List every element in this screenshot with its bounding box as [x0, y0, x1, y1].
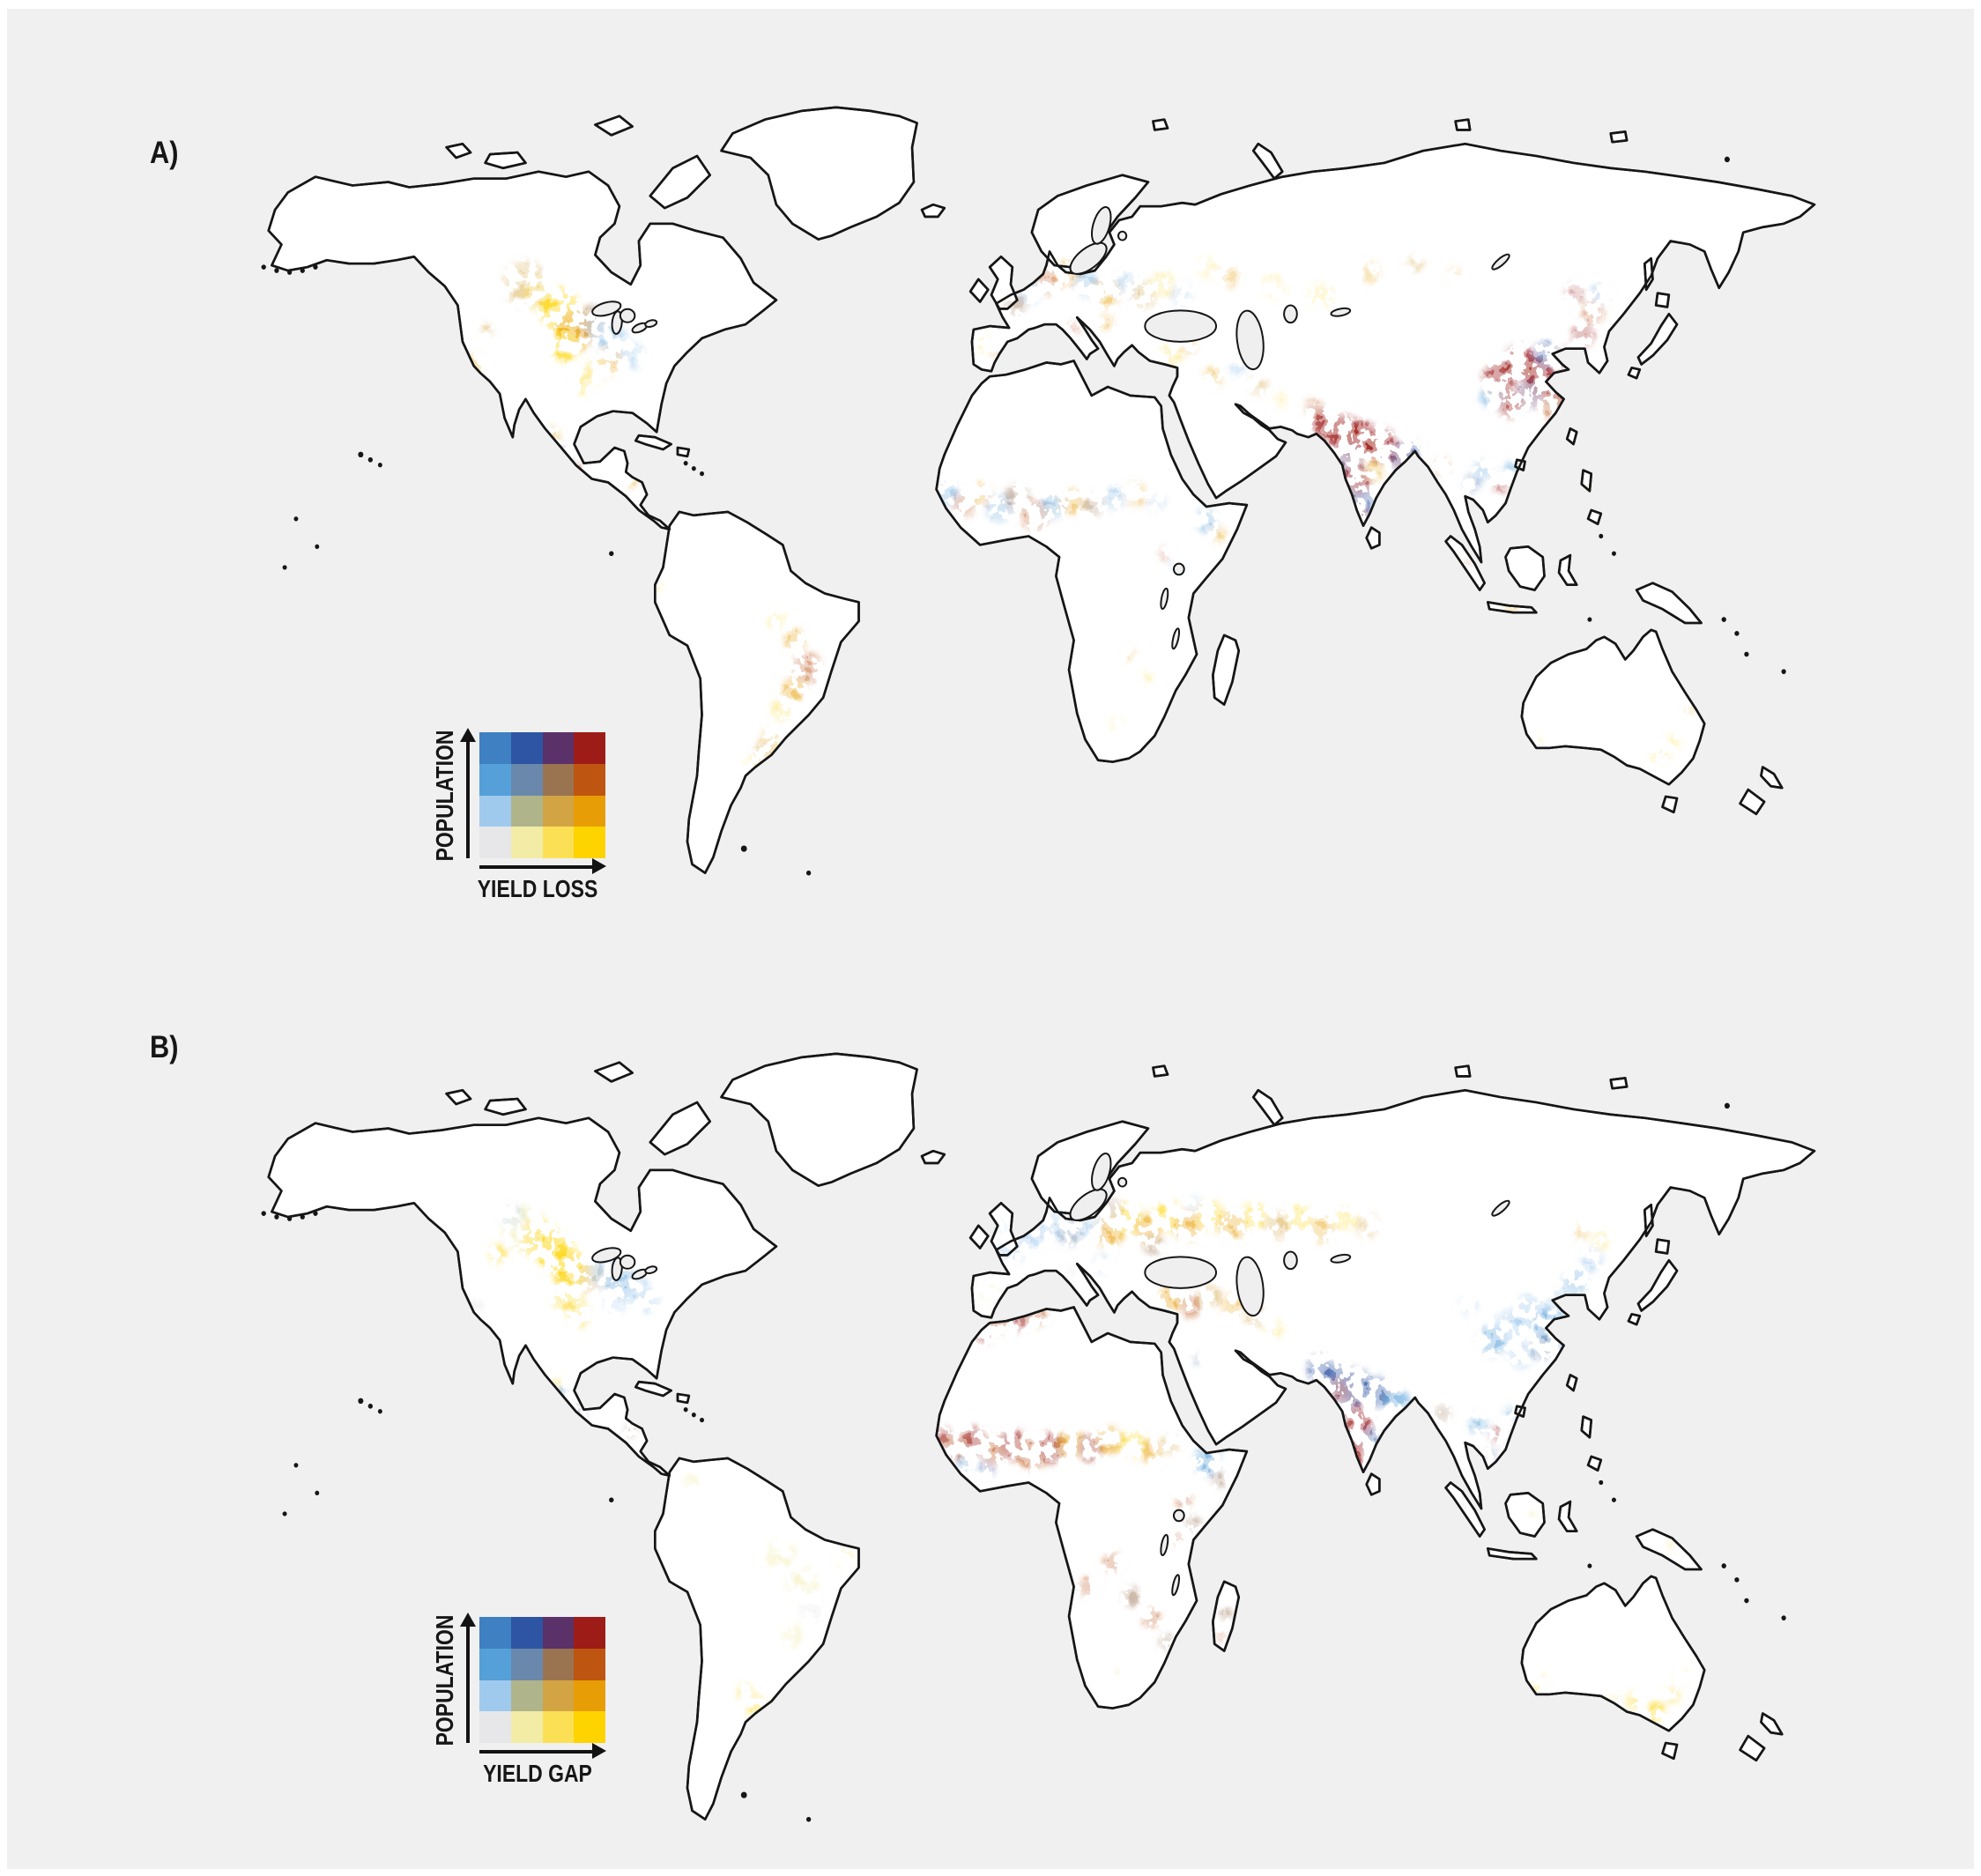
legend-color-cell	[479, 1648, 511, 1680]
world-map-yield-gap	[207, 1045, 1824, 1861]
legend-color-cell	[542, 1711, 575, 1743]
legend-b: POPULATION YIELD GAP	[421, 1603, 642, 1792]
legend-color-cell	[510, 763, 543, 796]
legend-color-cell	[479, 1617, 511, 1649]
population-axis-line	[466, 741, 470, 858]
legend-y-axis-label: POPULATION	[431, 730, 458, 862]
world-map-yield-loss	[207, 99, 1824, 915]
legend-color-cell	[574, 827, 605, 858]
legend-color-cell	[510, 732, 543, 764]
legend-color-cell	[510, 795, 543, 827]
legend-color-matrix	[479, 1617, 605, 1743]
legend-color-cell	[510, 1711, 543, 1743]
legend-color-cell	[542, 1617, 575, 1649]
legend-color-cell	[574, 763, 605, 796]
legend-color-cell	[542, 827, 575, 858]
legend-color-cell	[479, 827, 511, 858]
legend-a: POPULATION YIELD LOSS	[421, 718, 642, 908]
panel-b-label: B)	[150, 1030, 179, 1064]
legend-color-cell	[479, 1711, 511, 1743]
legend-color-cell	[574, 732, 605, 764]
legend-color-cell	[542, 1680, 575, 1712]
legend-color-cell	[574, 795, 605, 827]
legend-color-cell	[542, 763, 575, 796]
panel-b: B) POPULATION YIELD GAP	[7, 9, 1974, 1869]
legend-color-cell	[542, 795, 575, 827]
legend-color-cell	[510, 1680, 543, 1712]
legend-y-axis-label: POPULATION	[431, 1614, 458, 1746]
population-axis-line	[466, 1626, 470, 1743]
legend-color-cell	[510, 1648, 543, 1680]
legend-color-cell	[574, 1617, 605, 1649]
right-arrow-icon	[592, 1742, 606, 1759]
right-arrow-icon	[592, 857, 606, 874]
yield-axis-line	[479, 865, 594, 869]
legend-color-cell	[574, 1680, 605, 1712]
legend-color-cell	[542, 732, 575, 764]
legend-color-cell	[479, 795, 511, 827]
up-arrow-icon	[460, 728, 476, 742]
panel-a-label: A)	[150, 136, 179, 170]
legend-color-cell	[574, 1648, 605, 1680]
panel-a: A) POPULATION YIELD LOSS	[7, 9, 1974, 1869]
figure-background: A) POPULATION YIELD LOSS B)	[7, 9, 1974, 1869]
legend-x-axis-label: YIELD GAP	[483, 1760, 592, 1787]
up-arrow-icon	[460, 1613, 476, 1627]
legend-color-matrix	[479, 732, 605, 858]
legend-color-cell	[574, 1711, 605, 1743]
legend-x-axis-label: YIELD LOSS	[477, 875, 598, 902]
legend-color-cell	[479, 732, 511, 764]
legend-color-cell	[479, 1680, 511, 1712]
legend-color-cell	[479, 763, 511, 796]
legend-color-cell	[510, 1617, 543, 1649]
legend-color-cell	[542, 1648, 575, 1680]
yield-axis-line	[479, 1750, 594, 1754]
legend-color-cell	[510, 827, 543, 858]
